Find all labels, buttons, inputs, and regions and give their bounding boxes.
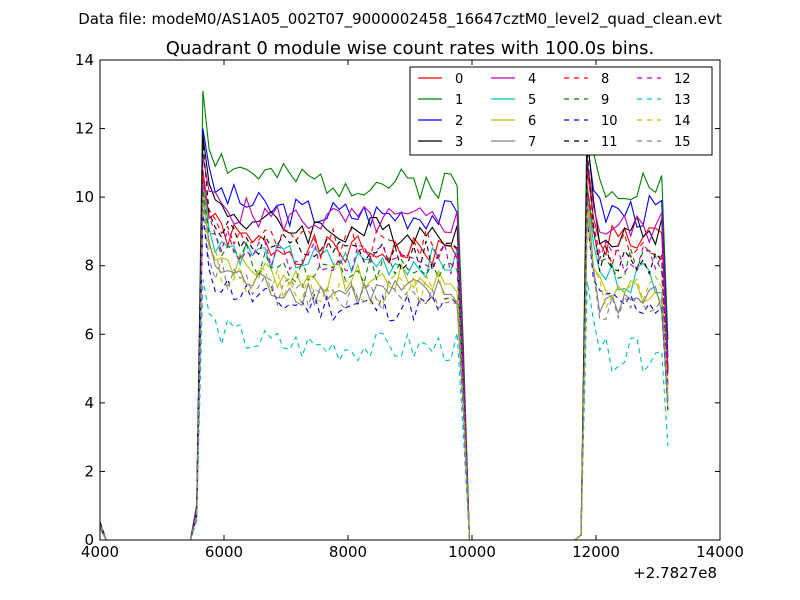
y-tick-label: 4 <box>84 394 94 412</box>
x-tick-label: 10000 <box>448 543 496 561</box>
series-line-5 <box>99 179 669 541</box>
y-tick-label: 14 <box>75 51 94 69</box>
x-tick-label: 8000 <box>329 543 367 561</box>
figure-suptitle: Data file: modeM0/AS1A05_002T07_90000024… <box>78 10 722 29</box>
series-layer <box>99 90 669 541</box>
legend-label-1: 1 <box>455 93 463 108</box>
legend-label-15: 15 <box>674 135 691 150</box>
legend-box <box>409 66 713 156</box>
y-tick-label: 8 <box>84 257 94 275</box>
legend-label-4: 4 <box>528 72 536 87</box>
axes-frame <box>99 59 721 541</box>
x-tick-label: 6000 <box>205 543 243 561</box>
series-line-0 <box>99 169 669 541</box>
legend-label-14: 14 <box>674 114 691 129</box>
y-tick-label: 10 <box>75 188 94 206</box>
series-line-7 <box>99 197 669 541</box>
legend-label-8: 8 <box>601 72 609 87</box>
y-tick-label: 12 <box>75 120 94 138</box>
legend-label-11: 11 <box>601 135 618 150</box>
x-tick-label: 4000 <box>81 543 119 561</box>
chart-title: Quadrant 0 module wise count rates with … <box>166 38 655 59</box>
legend-label-12: 12 <box>674 72 691 87</box>
series-line-15 <box>99 203 669 541</box>
legend-label-5: 5 <box>528 93 536 108</box>
series-line-8 <box>99 176 669 541</box>
series-line-1 <box>99 90 669 541</box>
legend-label-0: 0 <box>455 72 463 87</box>
x-tick-label: 14000 <box>696 543 744 561</box>
series-line-12 <box>99 179 669 541</box>
x-offset-label: +2.7827e8 <box>633 564 717 582</box>
legend-label-6: 6 <box>528 114 536 129</box>
series-line-9 <box>99 187 669 541</box>
legend-label-7: 7 <box>528 135 536 150</box>
legend-label-2: 2 <box>455 114 463 129</box>
legend-label-10: 10 <box>601 114 618 129</box>
series-line-13 <box>99 279 669 541</box>
series-line-11 <box>99 142 669 541</box>
y-tick-label: 6 <box>84 325 94 343</box>
legend-label-9: 9 <box>601 93 609 108</box>
series-line-3 <box>99 134 669 541</box>
legend-label-3: 3 <box>455 135 463 150</box>
y-tick-label: 0 <box>84 531 94 549</box>
x-tick-label: 12000 <box>572 543 620 561</box>
legend-label-13: 13 <box>674 93 691 108</box>
y-tick-label: 2 <box>84 462 94 480</box>
